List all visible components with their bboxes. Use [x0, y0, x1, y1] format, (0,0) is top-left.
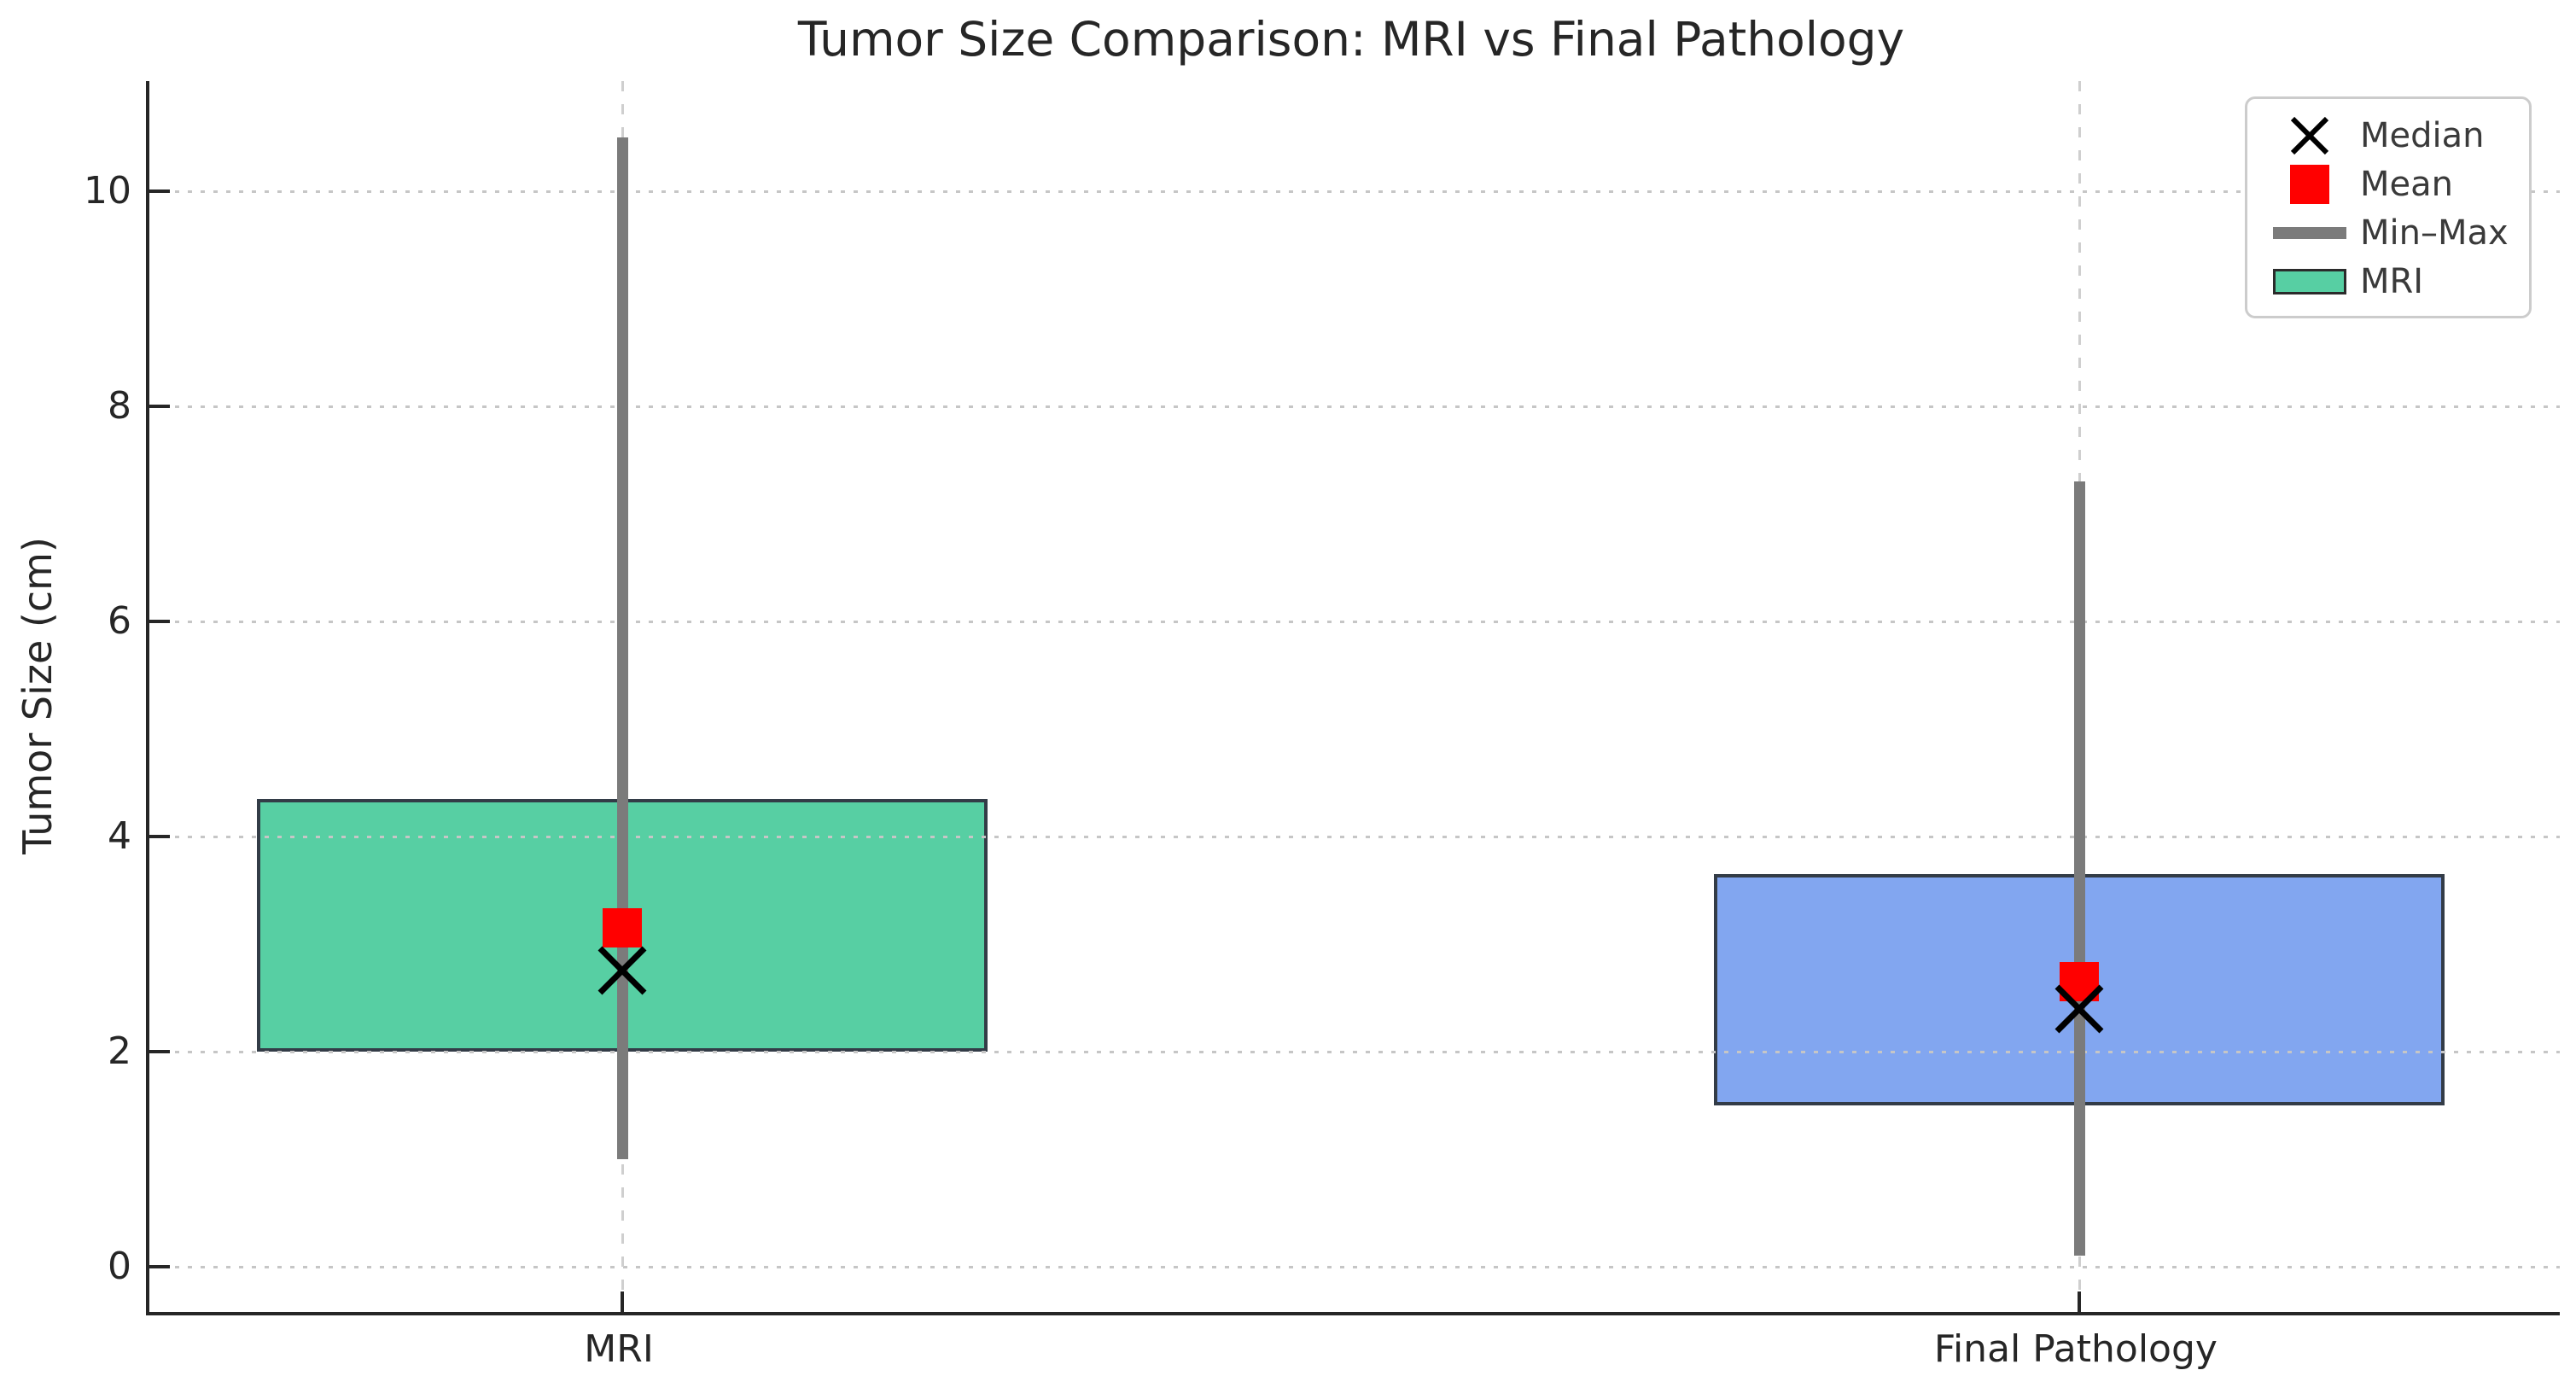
legend: Median Mean Min–Max MRI [2245, 96, 2532, 318]
legend-box-patch-icon [2273, 268, 2346, 294]
x-tick-mri [621, 1291, 625, 1312]
y-tick-label-8: 8 [108, 383, 131, 428]
legend-thick-line-cell [2259, 226, 2360, 239]
legend-mean-square-icon [2290, 164, 2329, 204]
legend-item-min-max: Min–Max [2259, 208, 2521, 257]
legend-minmax-line-icon [2273, 226, 2346, 239]
gridline-y-10 [149, 189, 2560, 193]
gridline-y-8 [149, 405, 2560, 408]
y-tick-label-0: 0 [108, 1245, 131, 1289]
y-tick-10 [149, 189, 170, 193]
legend-item-label: Min–Max [2360, 213, 2509, 253]
legend-square-marker-cell [2259, 164, 2360, 204]
gridline-y-4 [149, 835, 2560, 838]
legend-item-median: Median [2259, 111, 2521, 160]
y-tick-0 [149, 1265, 170, 1269]
legend-x-marker-icon [2290, 116, 2329, 155]
y-tick-label-6: 6 [108, 598, 131, 643]
y-tick-4 [149, 834, 170, 838]
plot-area [146, 81, 2560, 1315]
min-max-whisker-mri [617, 137, 629, 1159]
y-axis-label: Tumor Size (cm) [15, 537, 61, 854]
y-tick-label-4: 4 [108, 813, 131, 858]
gridline-y-0 [149, 1266, 2560, 1269]
y-tick-2 [149, 1049, 170, 1053]
x-tick-label-mri: MRI [584, 1327, 654, 1371]
min-max-whisker-final-pathology [2073, 481, 2085, 1256]
mean-marker-mri [603, 908, 643, 947]
x-tick-final-pathology [2077, 1291, 2081, 1312]
median-x-marker-final-pathology [2054, 984, 2104, 1037]
legend-median-x-icon-cell [2259, 116, 2360, 155]
legend-box-patch-cell [2259, 268, 2360, 294]
legend-item-label: MRI [2360, 261, 2424, 301]
legend-item-label: Median [2360, 115, 2485, 155]
y-tick-8 [149, 404, 170, 408]
gridline-y-6 [149, 620, 2560, 623]
y-tick-6 [149, 619, 170, 623]
y-tick-label-10: 10 [84, 168, 131, 213]
legend-item-mean: Mean [2259, 160, 2521, 208]
legend-item-label: Mean [2360, 164, 2453, 204]
gridline-y-2 [149, 1050, 2560, 1053]
legend-item-mri: MRI [2259, 257, 2521, 306]
chart-title: Tumor Size Comparison: MRI vs Final Path… [797, 12, 1905, 67]
median-x-marker-mri [597, 946, 647, 999]
y-tick-label-2: 2 [108, 1029, 131, 1073]
x-tick-label-final-pathology: Final Pathology [1933, 1327, 2218, 1371]
